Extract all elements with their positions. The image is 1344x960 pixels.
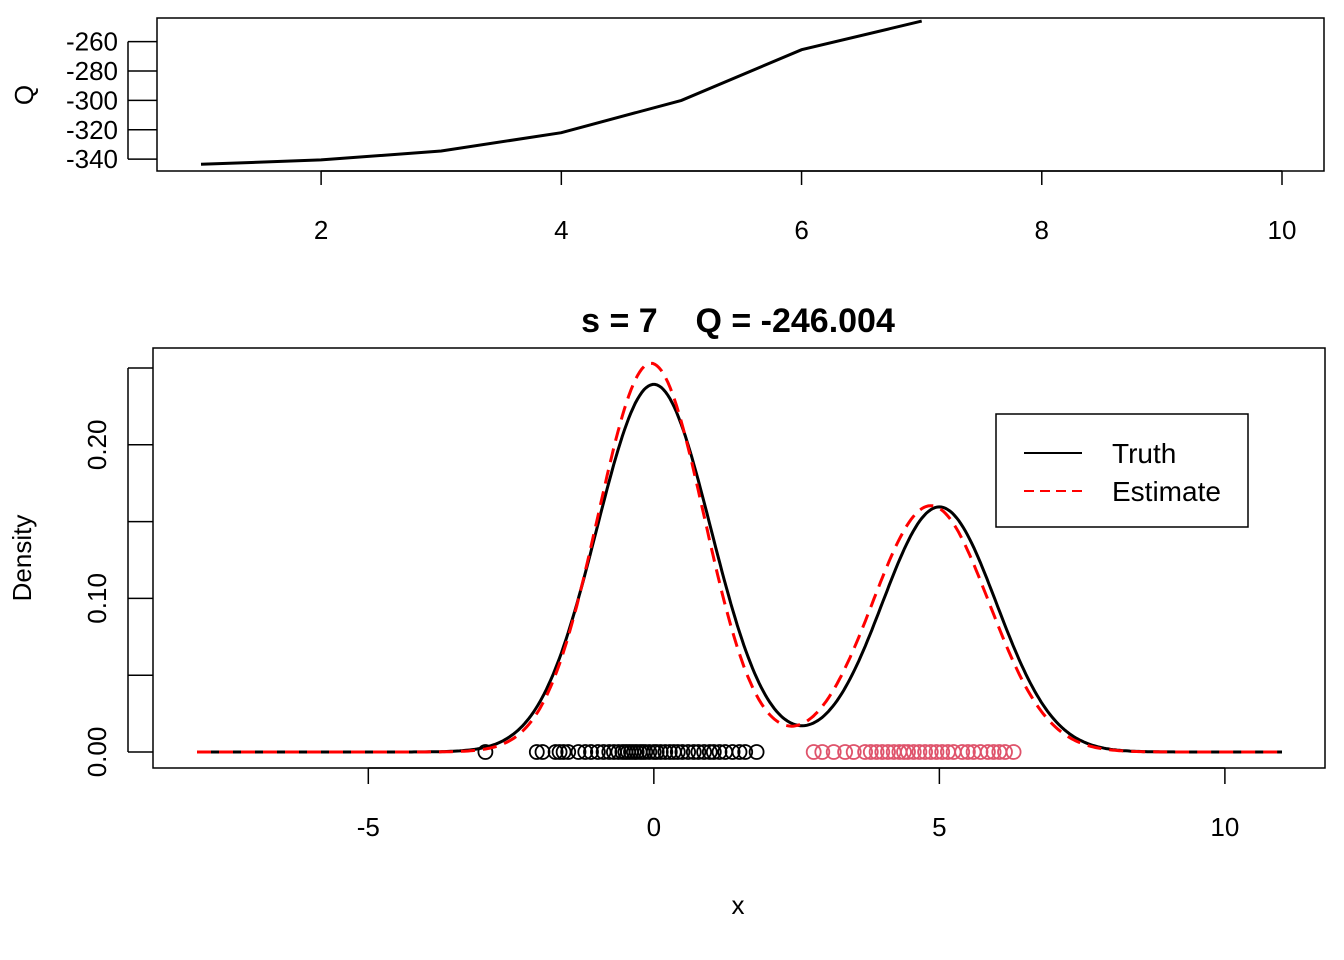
data-point-group-2 — [922, 744, 939, 760]
density-plot-frame — [152, 347, 1326, 769]
data-point-group-1 — [577, 744, 594, 760]
q-axes: 2 4 6 8 10 -260-280-300-320-340 — [66, 27, 1297, 245]
data-point-group-1 — [657, 744, 674, 760]
data-point-group-1 — [590, 744, 606, 760]
data-point-group-2 — [911, 744, 928, 760]
data-point-group-2 — [917, 744, 933, 760]
q-trace-panel: 2 4 6 8 10 -260-280-300-320-340 Q — [9, 17, 1325, 245]
data-point-group-1 — [547, 744, 564, 760]
data-point-group-2 — [928, 744, 945, 760]
legend-truth-label: Truth — [1112, 438, 1176, 469]
density-y-tick-label: 0.10 — [82, 573, 112, 624]
data-point-group-1 — [737, 744, 754, 760]
q-series-line — [200, 19, 923, 166]
q-y-tick-label: -260 — [66, 27, 118, 57]
data-point-group-1 — [705, 744, 722, 760]
q-plot-frame — [156, 17, 1325, 172]
data-point-group-2 — [814, 744, 831, 760]
data-point-group-2 — [837, 744, 853, 760]
data-point-group-2 — [805, 744, 822, 760]
data-point-group-1 — [528, 744, 545, 760]
q-y-tick-label: -320 — [66, 115, 118, 145]
data-point-group-1 — [696, 744, 712, 760]
data-point-group-1 — [652, 744, 669, 760]
q-y-tick-label: -340 — [66, 144, 118, 174]
data-point-group-1 — [477, 744, 494, 760]
data-point-group-2 — [1005, 744, 1022, 760]
data-point-group-1 — [701, 744, 718, 760]
data-point-group-1 — [711, 744, 728, 760]
q-x-tick-label: 4 — [554, 215, 568, 245]
data-point-group-1 — [724, 744, 741, 760]
density-x-tick-label: 0 — [647, 812, 661, 842]
data-point-group-1 — [685, 744, 702, 760]
q-y-tick-label: -300 — [66, 85, 118, 115]
data-point-group-1 — [648, 744, 665, 760]
data-point-group-2 — [896, 744, 912, 760]
data-point-group-2 — [857, 744, 873, 760]
data-point-group-2 — [862, 744, 879, 760]
data-point-group-1 — [748, 744, 765, 760]
data-point-group-2 — [980, 744, 996, 760]
density-y-tick-label: 0.00 — [82, 727, 112, 778]
legend-box — [995, 413, 1249, 528]
data-point-group-1 — [551, 744, 568, 760]
legend-estimate-label: Estimate — [1112, 476, 1221, 507]
density-axes: -5 0 5 10 0.00 0.10 0.20 — [82, 367, 1239, 842]
density-x-tick-label: -5 — [357, 812, 380, 842]
data-point-group-1 — [669, 744, 686, 760]
density-panel: s = 7 Q = -246.004 -5 0 5 100.000.100.20 x … — [7, 302, 1326, 920]
data-point-group-2 — [934, 744, 951, 760]
data-point-group-1 — [610, 744, 627, 760]
data-point-group-2 — [825, 744, 842, 760]
data-point-group-1 — [560, 744, 577, 760]
data-point-group-1 — [534, 744, 551, 760]
data-point-group-1 — [690, 744, 707, 760]
data-point-group-2 — [954, 744, 971, 760]
data-point-group-1 — [661, 744, 678, 760]
density-ylabel: Density — [7, 515, 37, 602]
legend: Truth Estimate — [995, 413, 1249, 528]
q-ylabel: Q — [9, 85, 39, 105]
data-point-group-2 — [960, 744, 976, 760]
data-point-group-2 — [972, 744, 989, 760]
data-point-group-2 — [997, 744, 1013, 760]
data-point-group-2 — [880, 744, 896, 760]
q-x-tick-label: 10 — [1268, 215, 1297, 245]
data-point-group-1 — [570, 744, 587, 760]
density-title: s = 7 Q = -246.004 — [581, 302, 895, 340]
data-point-group-1 — [637, 744, 654, 760]
data-point-group-1 — [731, 744, 748, 760]
data-point-group-1 — [583, 744, 599, 760]
q-y-tick-label: -280 — [66, 56, 118, 86]
data-point-group-1 — [641, 744, 658, 760]
density-y-tick-label: 0.20 — [82, 419, 112, 470]
data-point-group-2 — [874, 744, 891, 760]
data-point-group-2 — [905, 744, 922, 760]
estimate-curve — [197, 361, 1282, 754]
q-x-tick-label: 6 — [794, 215, 808, 245]
density-x-tick-label: 5 — [932, 812, 946, 842]
data-point-group-2 — [900, 744, 916, 760]
data-point-group-1 — [680, 744, 696, 760]
data-point-group-2 — [845, 744, 862, 760]
q-x-tick-label: 8 — [1035, 215, 1049, 245]
q-x-tick-label: 2 — [314, 215, 328, 245]
density-x-tick-label: 10 — [1210, 812, 1239, 842]
data-point-group-1 — [674, 744, 691, 760]
data-point-group-2 — [985, 744, 1002, 760]
density-xlabel: x — [732, 890, 745, 920]
data-point-group-1 — [555, 744, 572, 760]
data-points — [477, 744, 1022, 760]
data-point-group-2 — [868, 744, 885, 760]
